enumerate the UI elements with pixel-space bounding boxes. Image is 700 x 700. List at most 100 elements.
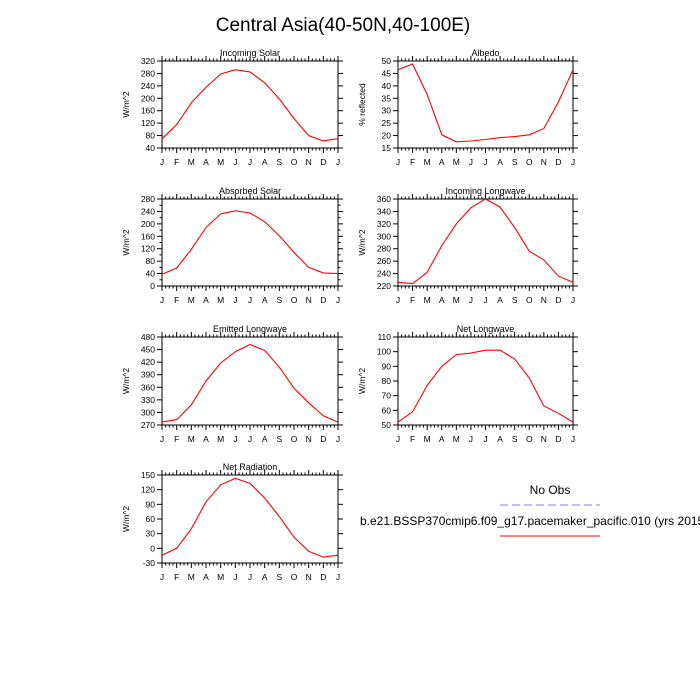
series-line bbox=[397, 349, 574, 423]
x-tick-label: N bbox=[306, 434, 312, 444]
y-tick-label: 40 bbox=[146, 143, 156, 153]
x-tick-label: S bbox=[512, 157, 518, 167]
x-tick-label: J bbox=[336, 157, 340, 167]
x-tick-label: J bbox=[571, 434, 575, 444]
x-tick-label: M bbox=[424, 295, 431, 305]
y-tick-label: 35 bbox=[382, 93, 392, 103]
x-tick-label: M bbox=[424, 157, 431, 167]
y-tick-label: 70 bbox=[382, 391, 392, 401]
x-tick-label: A bbox=[262, 157, 268, 167]
y-axis-label: W/m^2 bbox=[121, 229, 131, 255]
y-tick-label: 60 bbox=[382, 405, 392, 415]
x-tick-label: A bbox=[203, 295, 209, 305]
x-tick-label: A bbox=[497, 434, 503, 444]
figure-title: Central Asia(40-50N,40-100E) bbox=[216, 15, 471, 36]
y-tick-label: 300 bbox=[141, 407, 155, 417]
y-tick-label: 160 bbox=[141, 106, 155, 116]
x-tick-label: M bbox=[453, 157, 460, 167]
x-tick-label: S bbox=[276, 572, 282, 582]
panel-title: Emitted Longwave bbox=[213, 324, 287, 334]
x-tick-label: J bbox=[469, 434, 473, 444]
y-tick-label: 100 bbox=[377, 347, 391, 357]
x-tick-label: N bbox=[541, 295, 547, 305]
y-tick-label: 80 bbox=[382, 376, 392, 386]
y-tick-label: 20 bbox=[382, 131, 392, 141]
y-tick-label: 280 bbox=[377, 244, 391, 254]
x-tick-label: O bbox=[526, 295, 533, 305]
legend-obs-label: No Obs bbox=[530, 483, 571, 497]
panel-title: Net Longwave bbox=[457, 324, 515, 334]
x-tick-label: F bbox=[410, 434, 415, 444]
y-tick-label: 360 bbox=[377, 194, 391, 204]
x-tick-label: M bbox=[188, 434, 195, 444]
plot-frame bbox=[397, 60, 574, 149]
x-tick-label: J bbox=[160, 434, 164, 444]
x-tick-label: S bbox=[512, 434, 518, 444]
x-tick-label: O bbox=[291, 572, 298, 582]
y-axis-label: W/m^2 bbox=[121, 506, 131, 532]
y-tick-label: 30 bbox=[382, 106, 392, 116]
y-tick-label: 300 bbox=[377, 231, 391, 241]
y-tick-label: 50 bbox=[382, 420, 392, 430]
x-tick-label: D bbox=[555, 157, 561, 167]
y-tick-label: 150 bbox=[141, 470, 155, 480]
y-tick-label: 40 bbox=[146, 269, 156, 279]
x-tick-label: J bbox=[336, 295, 340, 305]
y-tick-label: 90 bbox=[382, 361, 392, 371]
x-tick-label: M bbox=[188, 295, 195, 305]
x-tick-label: M bbox=[217, 572, 224, 582]
x-tick-label: J bbox=[160, 295, 164, 305]
y-tick-label: 0 bbox=[150, 281, 155, 291]
x-tick-label: N bbox=[306, 572, 312, 582]
x-tick-label: S bbox=[276, 157, 282, 167]
x-tick-label: F bbox=[174, 157, 179, 167]
y-tick-label: 260 bbox=[377, 256, 391, 266]
x-tick-label: J bbox=[483, 295, 487, 305]
x-tick-label: O bbox=[291, 157, 298, 167]
y-axis-label: % reflected bbox=[357, 83, 367, 126]
x-tick-label: M bbox=[453, 434, 460, 444]
y-tick-label: 120 bbox=[141, 485, 155, 495]
legend-model-label: b.e21.BSSP370cmip6.f09_g17.pacemaker_pac… bbox=[360, 514, 700, 528]
y-tick-label: 330 bbox=[141, 395, 155, 405]
series-line bbox=[161, 477, 339, 558]
x-tick-label: A bbox=[439, 295, 445, 305]
x-tick-label: J bbox=[469, 157, 473, 167]
y-tick-label: 90 bbox=[146, 499, 156, 509]
y-tick-label: 320 bbox=[141, 56, 155, 66]
x-tick-label: M bbox=[188, 572, 195, 582]
x-tick-label: J bbox=[469, 295, 473, 305]
x-tick-label: J bbox=[396, 157, 400, 167]
y-tick-label: 80 bbox=[146, 131, 156, 141]
series-line bbox=[161, 69, 339, 142]
x-tick-label: F bbox=[410, 157, 415, 167]
series-line bbox=[397, 63, 574, 143]
x-tick-label: A bbox=[262, 295, 268, 305]
plot-frame bbox=[161, 336, 339, 426]
y-tick-label: 200 bbox=[141, 93, 155, 103]
x-tick-label: J bbox=[336, 434, 340, 444]
y-tick-label: 0 bbox=[150, 543, 155, 553]
x-tick-label: J bbox=[248, 295, 252, 305]
x-tick-label: A bbox=[203, 157, 209, 167]
legend: No Obs b.e21.BSSP370cmip6.f09_g17.pacema… bbox=[360, 483, 700, 537]
y-tick-label: 40 bbox=[382, 81, 392, 91]
x-tick-label: J bbox=[233, 572, 237, 582]
x-tick-label: N bbox=[541, 157, 547, 167]
x-tick-label: J bbox=[571, 157, 575, 167]
y-tick-label: 390 bbox=[141, 370, 155, 380]
x-tick-label: A bbox=[203, 572, 209, 582]
x-tick-label: A bbox=[439, 434, 445, 444]
x-tick-label: J bbox=[233, 157, 237, 167]
x-tick-label: J bbox=[248, 572, 252, 582]
panel-title: Incoming Longwave bbox=[445, 186, 525, 196]
x-tick-label: S bbox=[276, 434, 282, 444]
plot-frame bbox=[161, 60, 339, 149]
y-axis-label: W/m^2 bbox=[121, 91, 131, 117]
